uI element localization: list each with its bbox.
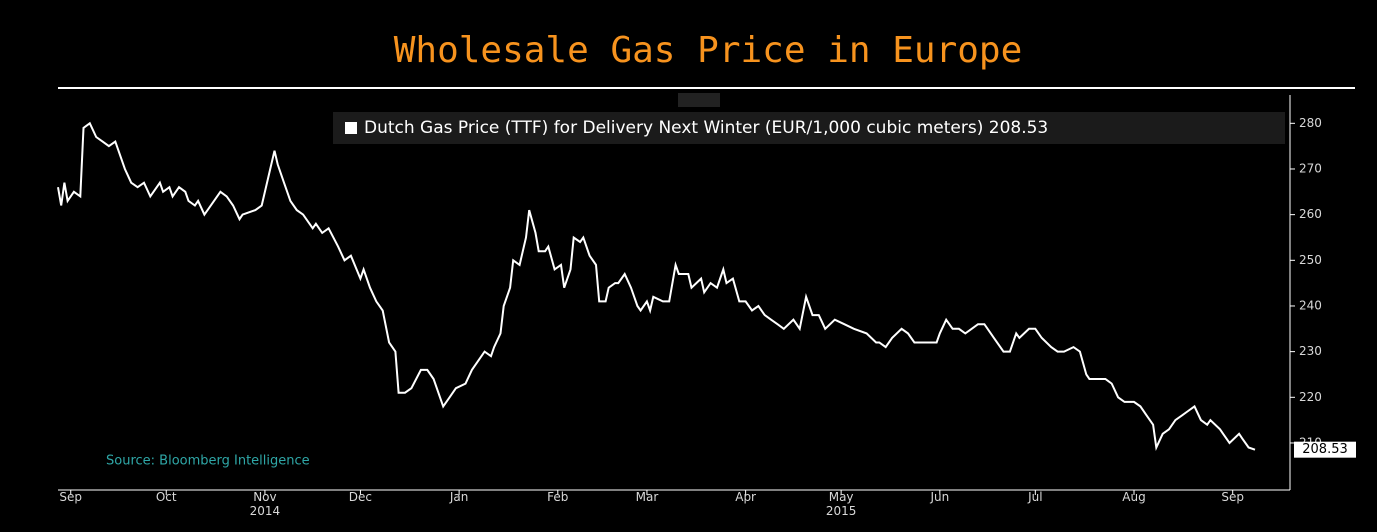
x-tick-label: Mar [636, 490, 659, 504]
x-tick-label: Jan [449, 490, 469, 504]
y-tick-label: 220 [1299, 390, 1322, 404]
chart-icon [678, 93, 720, 107]
x-tick-label: Apr [735, 490, 756, 504]
y-tick-label: 270 [1299, 161, 1322, 175]
x-tick-label: Jun [929, 490, 949, 504]
y-tick-label: 230 [1299, 344, 1322, 358]
legend-text: Dutch Gas Price (TTF) for Delivery Next … [364, 118, 1048, 138]
legend-value: 208.53 [989, 118, 1048, 138]
last-value-box [1294, 441, 1356, 458]
x-tick-label: Feb [547, 490, 568, 504]
year-label: 2015 [826, 504, 857, 518]
chart-title: Wholesale Gas Price in Europe [394, 30, 1023, 71]
plot-area: 210220230240250260270280SepOctNovDecJanF… [57, 95, 1356, 518]
y-tick-label: 250 [1299, 253, 1322, 267]
source-note: Source: Bloomberg Intelligence [106, 454, 310, 469]
x-tick-label: Aug [1122, 490, 1145, 504]
legend-swatch [345, 122, 357, 134]
price-line [57, 121, 1256, 451]
x-tick-label: Dec [349, 490, 372, 504]
x-tick-label: Sep [59, 490, 82, 504]
x-tick-label: Oct [156, 490, 177, 504]
year-label: 2014 [250, 504, 281, 518]
legend-entry: Dutch Gas Price (TTF) for Delivery Next … [364, 118, 983, 138]
legend-box [333, 112, 1285, 144]
x-tick-label: May [829, 490, 854, 504]
x-tick-label: Nov [253, 490, 276, 504]
x-tick-label: Sep [1221, 490, 1244, 504]
y-tick-label: 240 [1299, 298, 1322, 312]
last-value-label: 208.53 [1302, 442, 1348, 457]
y-tick-label: 260 [1299, 207, 1322, 221]
x-tick-label: Jul [1027, 490, 1042, 504]
y-tick-label: 280 [1299, 116, 1322, 130]
